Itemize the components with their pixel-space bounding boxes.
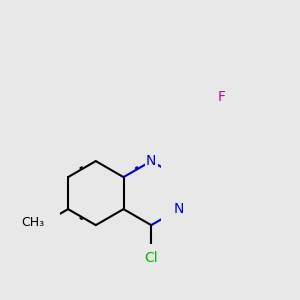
Text: F: F <box>217 90 225 104</box>
Text: CH₃: CH₃ <box>21 216 44 229</box>
Text: N: N <box>174 202 184 216</box>
Text: N: N <box>146 154 156 168</box>
Text: Cl: Cl <box>144 250 158 265</box>
